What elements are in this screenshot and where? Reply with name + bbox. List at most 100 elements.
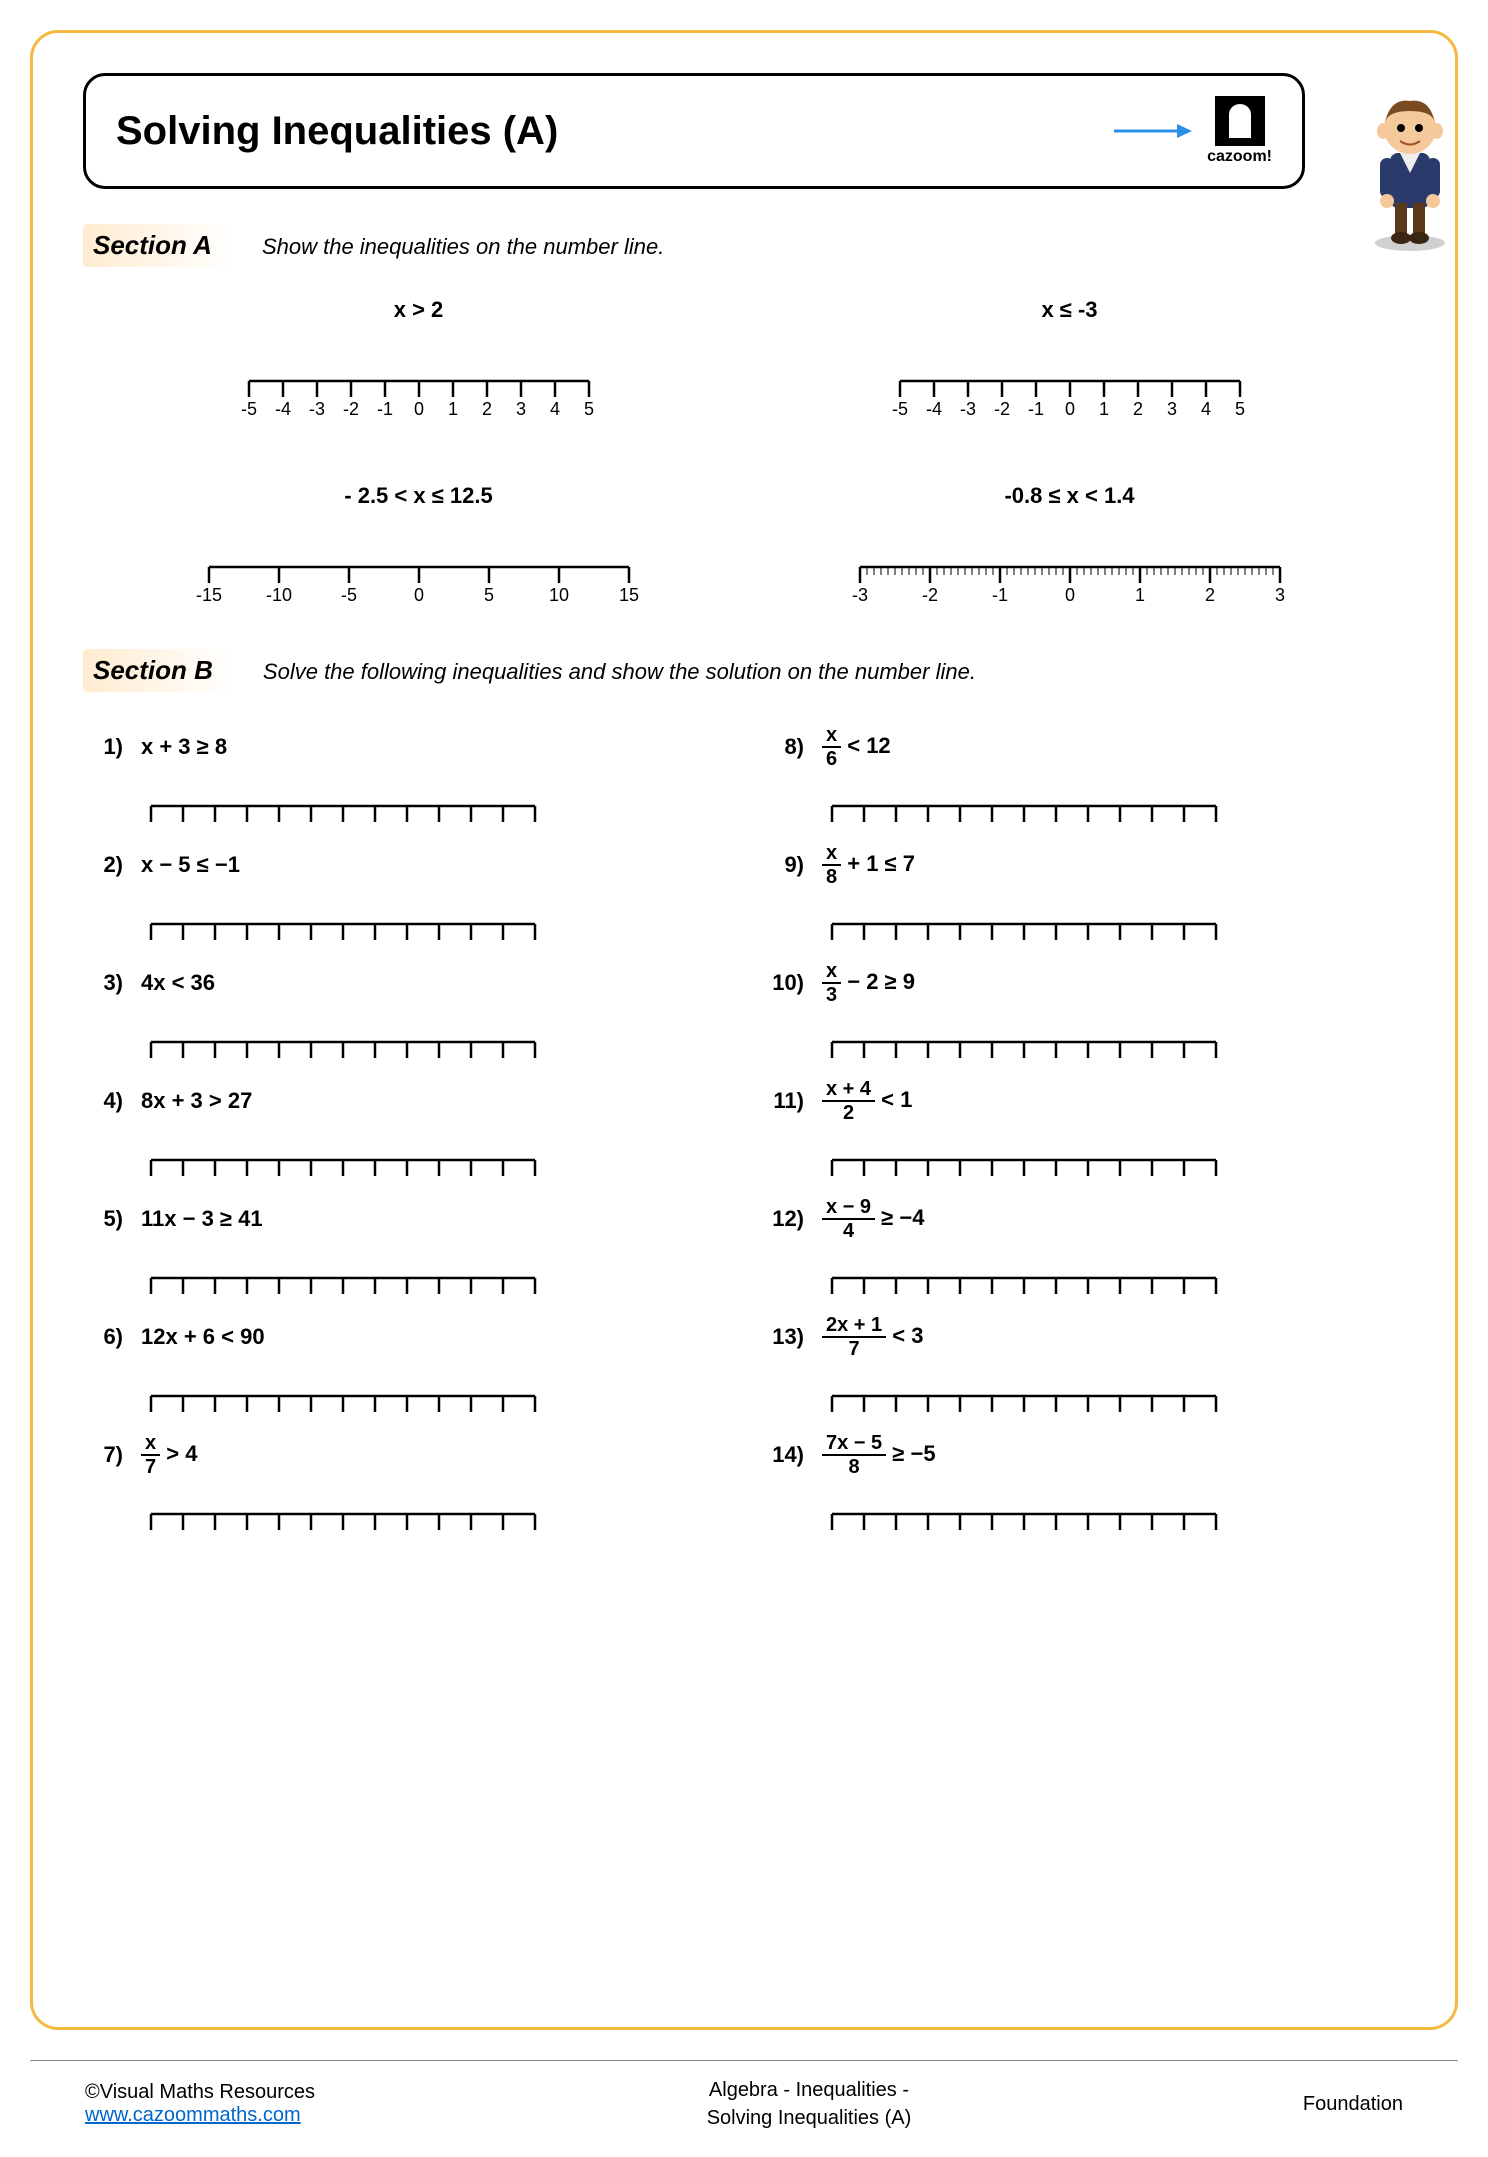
problem: 6) 12x + 6 < 90 [83,1312,714,1420]
footer-topic-2: Solving Inequalities (A) [707,2104,912,2132]
problem-row: 4) 8x + 3 > 27 [83,1076,714,1126]
problem-expression: x6 < 12 [822,724,891,770]
number-line: -5-4-3-2-1012345 [880,363,1260,423]
problem: 14) 7x − 58 ≥ −5 [764,1430,1395,1538]
svg-text:3: 3 [515,399,525,419]
problem-row: 12) x − 94 ≥ −4 [764,1194,1395,1244]
blank-number-line [143,918,543,948]
fraction: x7 [141,1432,160,1478]
title-right: cazoom! [1112,96,1272,166]
blank-number-line [824,1508,1224,1538]
problem-number: 8) [764,734,804,760]
svg-text:-5: -5 [340,585,356,605]
footer: ©Visual Maths Resources www.cazoommaths.… [30,2060,1458,2157]
svg-text:-15: -15 [195,585,221,605]
problem: 8) x6 < 12 [764,722,1395,830]
problem-number: 14) [764,1442,804,1468]
fraction: 2x + 17 [822,1314,886,1360]
worksheet-title: Solving Inequalities (A) [116,109,558,154]
problem-number: 12) [764,1206,804,1232]
footer-topic-1: Algebra - Inequalities - [707,2076,912,2104]
problem-number: 11) [764,1088,804,1114]
problem-row: 1) x + 3 ≥ 8 [83,722,714,772]
section-b-header: Section B Solve the following inequaliti… [83,649,1405,692]
svg-text:2: 2 [1204,585,1214,605]
problem-number: 9) [764,852,804,878]
section-b-grid: 1) x + 3 ≥ 8 2) x − 5 ≤ −1 3) 4x < 36 4)… [83,722,1405,1548]
inequality-caption: x ≤ -3 [774,297,1365,323]
problem-expression: 2x + 17 < 3 [822,1314,923,1360]
title-box: Solving Inequalities (A) cazoom! [83,73,1305,189]
problem-number: 10) [764,970,804,996]
website-link[interactable]: www.cazoommaths.com [85,2104,301,2126]
svg-text:1: 1 [1134,585,1144,605]
problem-row: 14) 7x − 58 ≥ −5 [764,1430,1395,1480]
blank-number-line [143,1036,543,1066]
section-b-right-column: 8) x6 < 12 9) x8 + 1 ≤ 7 10) x3 − 2 ≥ 9 … [764,722,1395,1548]
inequality-caption: -0.8 ≤ x < 1.4 [774,483,1365,509]
problem-expression: 11x − 3 ≥ 41 [141,1206,263,1232]
cazoom-logo: cazoom! [1207,96,1272,166]
fraction: x6 [822,724,841,770]
fraction: x8 [822,842,841,888]
problem: 10) x3 − 2 ≥ 9 [764,958,1395,1066]
problem-expression: 4x < 36 [141,970,215,996]
svg-text:5: 5 [583,399,593,419]
problem-number: 7) [83,1442,123,1468]
problem-expression: x + 3 ≥ 8 [141,734,227,760]
blank-number-line [824,800,1224,830]
problem-row: 10) x3 − 2 ≥ 9 [764,958,1395,1008]
svg-text:1: 1 [1098,399,1108,419]
problem: 12) x − 94 ≥ −4 [764,1194,1395,1302]
problem-row: 5) 11x − 3 ≥ 41 [83,1194,714,1244]
svg-text:2: 2 [1132,399,1142,419]
blank-number-line [824,918,1224,948]
svg-text:1: 1 [447,399,457,419]
problem: 3) 4x < 36 [83,958,714,1066]
blank-number-line [824,1272,1224,1302]
problem-number: 1) [83,734,123,760]
svg-text:2: 2 [481,399,491,419]
problem-row: 8) x6 < 12 [764,722,1395,772]
worksheet-page: Solving Inequalities (A) cazoom! Section… [30,30,1458,2030]
blank-number-line [143,800,543,830]
problem-number: 6) [83,1324,123,1350]
svg-text:-3: -3 [959,399,975,419]
footer-level: Foundation [1303,2093,1403,2116]
inequality-caption: x > 2 [123,297,714,323]
problem-expression: 12x + 6 < 90 [141,1324,265,1350]
problem-expression: x − 5 ≤ −1 [141,852,240,878]
inequality-caption: - 2.5 < x ≤ 12.5 [123,483,714,509]
footer-center: Algebra - Inequalities - Solving Inequal… [707,2076,912,2132]
fraction: 7x − 58 [822,1432,886,1478]
svg-text:10: 10 [548,585,568,605]
problem-expression: x − 94 ≥ −4 [822,1196,924,1242]
svg-text:-10: -10 [265,585,291,605]
problem-expression: 7x − 58 ≥ −5 [822,1432,936,1478]
problem: 9) x8 + 1 ≤ 7 [764,840,1395,948]
blank-number-line [824,1036,1224,1066]
svg-text:-1: -1 [376,399,392,419]
svg-text:0: 0 [413,399,423,419]
svg-text:-1: -1 [991,585,1007,605]
svg-text:4: 4 [1200,399,1210,419]
blank-number-line [824,1154,1224,1184]
svg-text:15: 15 [618,585,638,605]
svg-text:-3: -3 [851,585,867,605]
problem-number: 2) [83,852,123,878]
svg-text:-5: -5 [240,399,256,419]
problem: 7) x7 > 4 [83,1430,714,1538]
problem-number: 3) [83,970,123,996]
svg-text:-1: -1 [1027,399,1043,419]
problem-row: 6) 12x + 6 < 90 [83,1312,714,1362]
problem: 13) 2x + 17 < 3 [764,1312,1395,1420]
section-b-label: Section B [83,649,233,692]
logo-text: cazoom! [1207,148,1272,166]
number-line: -3-2-10123 [840,549,1300,609]
svg-text:4: 4 [549,399,559,419]
problem: 2) x − 5 ≤ −1 [83,840,714,948]
number-line: -15-10-5051015 [189,549,649,609]
problem-expression: 8x + 3 > 27 [141,1088,252,1114]
fraction: x − 94 [822,1196,875,1242]
blank-number-line [143,1154,543,1184]
